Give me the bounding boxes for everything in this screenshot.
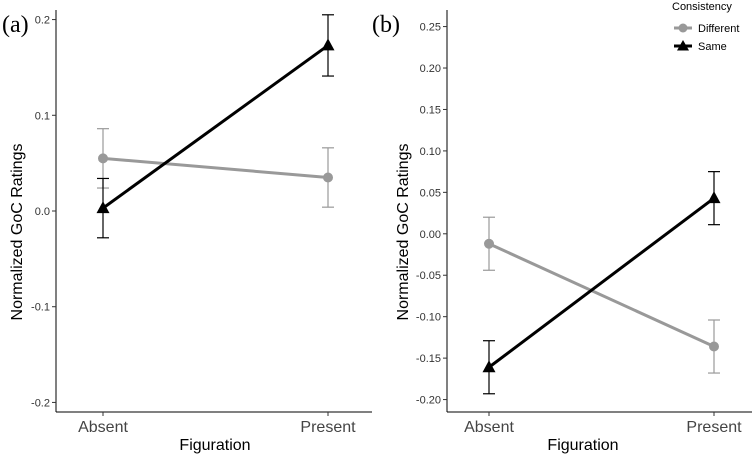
panel-a-x-tick-label-present: Present (300, 419, 356, 436)
panel-b-same-point-present (707, 191, 721, 204)
legend-title: Consistency (672, 1, 732, 13)
panel-a-y-tick-label: -0.1 (31, 302, 50, 314)
panel-b-y-tick-label: -0.20 (416, 395, 441, 407)
panel-a-y-tick-label: 0.0 (35, 206, 50, 218)
panel-a-x-axis-title: Figuration (179, 437, 250, 454)
legend-different-label: Different (698, 23, 739, 35)
panel-b-same-series-line (488, 196, 715, 369)
panel-b-different-point-present (709, 341, 719, 352)
panel-a-label: (a) (2, 12, 29, 38)
panel-b: (b) -0.20 -0.15 -0.10 -0.05 0.00 0.05 0.10 0.15… (372, 10, 752, 454)
panel-a-y-tick-label: -0.2 (31, 397, 50, 409)
panel-b-y-tick-label: 0.20 (420, 63, 441, 75)
panel-b-y-tick-label: 0.15 (420, 104, 441, 116)
panel-b-different-series-line (488, 242, 715, 348)
legend-item-same: Same (674, 40, 727, 53)
panel-a-x-tick-label-absent: Absent (78, 419, 128, 436)
panel-a-different-series-line (102, 156, 329, 179)
legend: Consistency Different Same (672, 1, 739, 53)
panel-b-same-point-absent (482, 360, 496, 373)
panel-a-different-point-absent (98, 153, 108, 164)
panel-a-same-point-absent (96, 201, 110, 214)
panel-b-axes: -0.20 -0.15 -0.10 -0.05 0.00 0.05 0.10 0.15 0.20… (416, 10, 752, 436)
panel-b-x-tick-label-present: Present (686, 419, 742, 436)
panel-a-different-point-present (323, 172, 333, 183)
panel-b-y-tick-label: 0.00 (420, 229, 441, 241)
panel-a: (a) -0.2 -0.1 0.0 0.1 0.2 Absent Present Norma… (2, 10, 372, 454)
panel-b-y-tick-label: 0.05 (420, 187, 441, 199)
panel-a-y-tick-label: 0.2 (35, 15, 50, 27)
legend-item-different: Different (674, 23, 739, 35)
panel-a-axes: -0.2 -0.1 0.0 0.1 0.2 Absent Present (31, 10, 372, 436)
legend-different-circle-icon (678, 23, 688, 33)
panel-b-y-tick-label: -0.15 (416, 353, 441, 365)
panel-b-y-tick-label: -0.10 (416, 312, 441, 324)
panel-a-same-series-line (102, 44, 329, 210)
panel-a-same-point-present (321, 38, 335, 51)
panel-b-y-tick-label: 0.10 (420, 146, 441, 158)
panel-b-label: (b) (372, 12, 400, 38)
panel-b-x-tick-label-absent: Absent (464, 419, 514, 436)
legend-same-label: Same (698, 41, 727, 53)
legend-same-triangle-icon (677, 40, 689, 51)
panel-a-y-axis-title: Normalized GoC Ratings (9, 144, 26, 321)
panel-b-y-tick-label: -0.05 (416, 270, 441, 282)
panel-b-y-axis-title: Normalized GoC Ratings (395, 144, 412, 321)
panel-a-y-tick-label: 0.1 (35, 110, 50, 122)
panel-b-y-tick-label: 0.25 (420, 22, 441, 34)
panel-b-x-axis-title: Figuration (547, 437, 618, 454)
panel-b-different-point-absent (484, 238, 494, 249)
